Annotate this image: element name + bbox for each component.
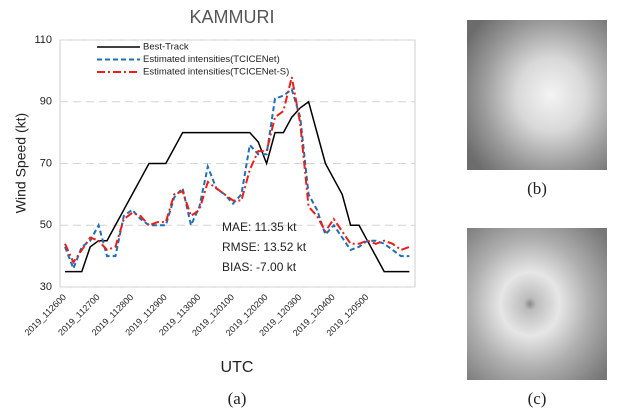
y-axis-label: Wind Speed (kt) — [13, 113, 29, 213]
x-axis-label: UTC — [221, 359, 254, 376]
legend-label: Estimated intensities(TCICENet-S) — [143, 67, 289, 78]
series-line — [65, 77, 409, 262]
annotation: RMSE: 13.52 kt — [222, 240, 307, 254]
y-tick-label: 70 — [40, 157, 52, 169]
satellite-image — [467, 228, 607, 380]
y-tick-label: 30 — [40, 281, 52, 293]
chart-title: KAMMURI — [190, 7, 275, 27]
annotation: BIAS: -7.00 kt — [222, 260, 297, 274]
y-tick-label: 50 — [40, 219, 52, 231]
panel-label: (c) — [528, 389, 547, 408]
y-tick-label: 90 — [40, 96, 52, 108]
legend-label: Best-Track — [143, 42, 189, 53]
legend-label: Estimated intensities(TCICENet) — [143, 54, 280, 65]
panel-label: (a) — [228, 389, 247, 408]
y-tick-label: 110 — [34, 34, 52, 46]
annotation: MAE: 11.35 kt — [222, 220, 297, 234]
panel-label: (b) — [527, 179, 547, 198]
satellite-image — [467, 20, 607, 170]
figure: KAMMURI Wind Speed (kt) UTC (a) (b) (c) … — [0, 0, 618, 415]
